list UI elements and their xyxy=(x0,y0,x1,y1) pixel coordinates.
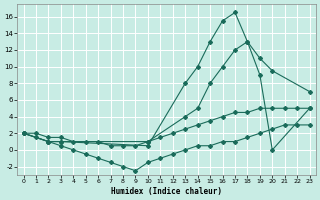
X-axis label: Humidex (Indice chaleur): Humidex (Indice chaleur) xyxy=(111,187,222,196)
